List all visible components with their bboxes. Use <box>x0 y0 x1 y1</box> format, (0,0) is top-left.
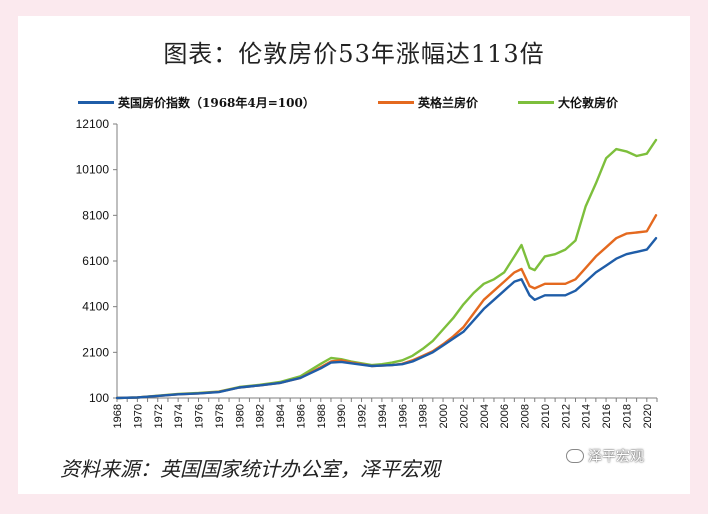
y-tick-label: 6100 <box>82 254 109 268</box>
x-tick-label: 1980 <box>234 404 246 428</box>
x-tick-label: 1982 <box>255 404 267 428</box>
x-tick-label: 2020 <box>642 404 654 428</box>
x-tick-label: 1988 <box>316 404 328 428</box>
x-tick-label: 2012 <box>560 404 572 428</box>
chat-bubble-icon <box>566 449 584 463</box>
y-tick-label: 4100 <box>82 300 109 314</box>
x-tick-label: 2008 <box>520 404 532 428</box>
x-tick-label: 1994 <box>377 404 389 428</box>
y-tick-label: 2100 <box>82 345 109 359</box>
watermark: 泽平宏观 <box>566 446 644 466</box>
y-tick-label: 10100 <box>76 163 110 177</box>
series-line-2 <box>115 138 658 400</box>
chart-title: 图表：伦敦房价53年涨幅达113倍 <box>163 40 545 68</box>
x-tick-label: 2002 <box>458 404 470 428</box>
y-tick-label: 100 <box>89 391 109 405</box>
legend-item-london: 大伦敦房价 <box>518 92 618 112</box>
series-line-0 <box>115 236 658 400</box>
chart-legend: 英国房价指数（1968年4月=100） 英格兰房价 大伦敦房价 <box>78 92 678 112</box>
x-tick-label: 1984 <box>275 404 287 428</box>
x-tick-label: 2018 <box>621 404 633 428</box>
watermark-text: 泽平宏观 <box>588 449 644 465</box>
x-tick-label: 1970 <box>132 404 144 428</box>
legend-swatch-london <box>518 100 554 104</box>
legend-swatch-uk <box>78 100 114 104</box>
legend-item-england: 英格兰房价 <box>378 92 478 112</box>
x-tick-label: 1968 <box>112 404 124 428</box>
chart-card <box>18 16 690 494</box>
x-tick-label: 2006 <box>499 404 511 428</box>
x-tick-label: 1976 <box>194 404 206 428</box>
x-tick-label: 1992 <box>357 404 369 428</box>
x-tick-label: 2000 <box>438 404 450 428</box>
x-tick-label: 1990 <box>336 404 348 428</box>
y-tick-label: 12100 <box>76 117 110 131</box>
x-tick-label: 2016 <box>601 404 613 428</box>
x-tick-label: 1978 <box>214 404 226 428</box>
x-tick-label: 2010 <box>540 404 552 428</box>
x-tick-label: 1972 <box>153 404 165 428</box>
x-tick-label: 1998 <box>418 404 430 428</box>
x-tick-label: 1986 <box>295 404 307 428</box>
source-note: 资料来源：英国国家统计办公室，泽平宏观 <box>60 457 440 481</box>
legend-label-london: 大伦敦房价 <box>558 95 619 110</box>
legend-item-uk: 英国房价指数（1968年4月=100） <box>78 92 315 112</box>
legend-label-england: 英格兰房价 <box>418 95 479 110</box>
x-tick-label: 2014 <box>581 404 593 428</box>
x-tick-label: 1996 <box>397 404 409 428</box>
legend-label-uk: 英国房价指数（1968年4月=100） <box>118 95 315 110</box>
legend-swatch-england <box>378 100 414 104</box>
x-tick-label: 1974 <box>173 404 185 428</box>
series-line-1 <box>115 214 658 400</box>
x-tick-label: 2004 <box>479 404 491 428</box>
y-tick-label: 8100 <box>82 208 109 222</box>
